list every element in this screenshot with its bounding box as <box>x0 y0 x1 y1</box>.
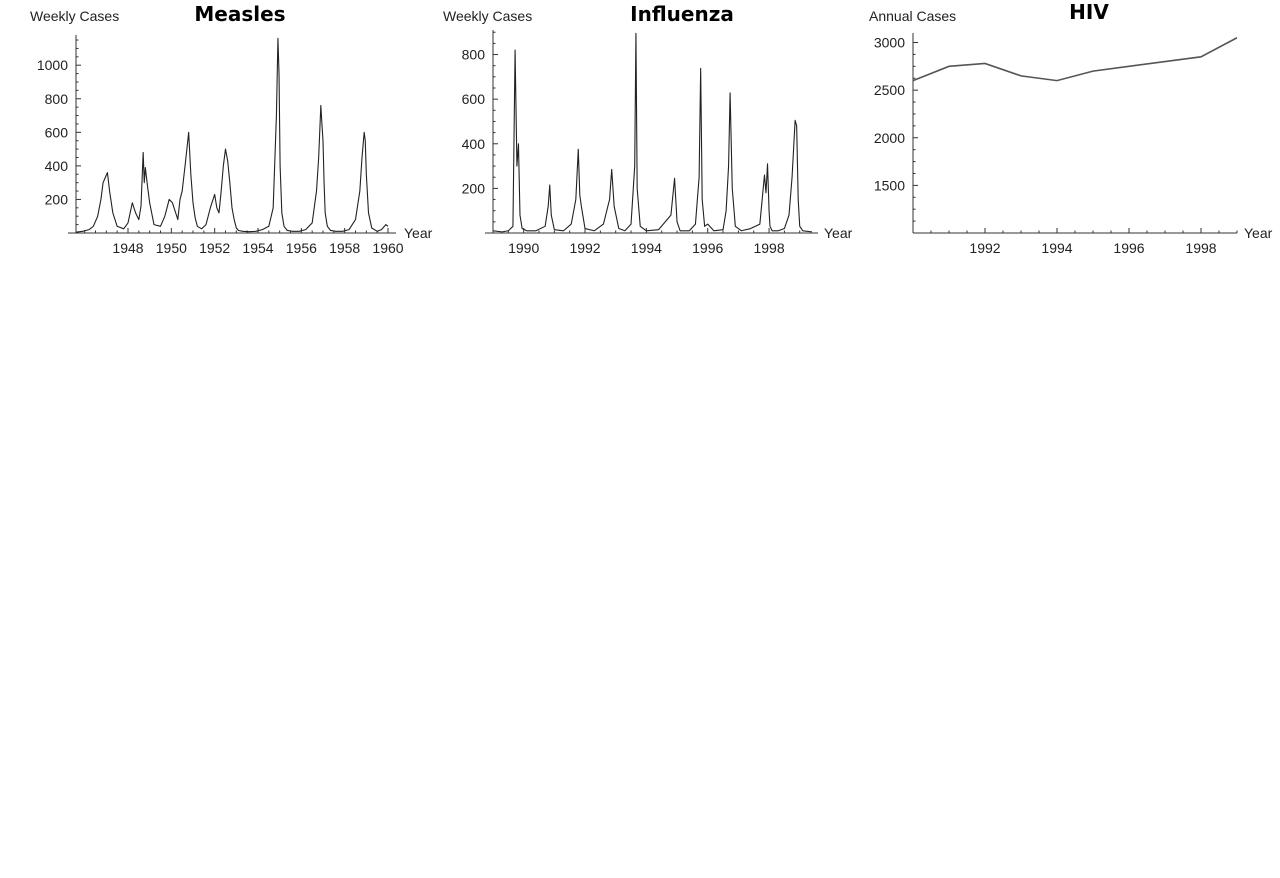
measles-x-tick-label: 1950 <box>156 240 187 256</box>
influenza-y-tick-label: 400 <box>462 136 486 152</box>
hiv-x-axis-label: Year <box>1244 225 1273 241</box>
influenza-x-tick-label: 1996 <box>692 240 723 256</box>
influenza-y-tick-label: 800 <box>462 47 486 63</box>
measles-x-axis-label: Year <box>404 225 433 241</box>
measles-x-tick-label: 1954 <box>242 240 273 256</box>
influenza-title: Influenza <box>630 2 734 26</box>
influenza-x-axis-label: Year <box>824 225 853 241</box>
influenza-series-line <box>492 32 813 233</box>
hiv-chart: HIV Annual Cases Year 1992 1994 1996 1998 15… <box>869 0 1273 256</box>
measles-y-tick-label: 400 <box>45 158 69 174</box>
measles-x-tick-label: 1958 <box>329 240 360 256</box>
measles-y-tick-label: 800 <box>45 91 69 107</box>
influenza-data-points <box>492 33 812 233</box>
hiv-title: HIV <box>1069 0 1109 24</box>
hiv-x-tick-label: 1998 <box>1185 240 1216 256</box>
influenza-chart: Influenza Weekly Cases Year 1990 1992 1994… <box>443 2 853 256</box>
measles-x-tick-label: 1960 <box>372 240 403 256</box>
measles-y-tick-label: 1000 <box>37 57 68 73</box>
measles-ticks: 1948 1950 1952 1954 1956 1958 1960 200 400 600 800… <box>37 39 404 256</box>
measles-y-tick-label: 600 <box>45 124 69 140</box>
hiv-y-tick-label: 2500 <box>874 82 905 98</box>
influenza-y-tick-label: 600 <box>462 91 486 107</box>
hiv-y-tick-label: 1500 <box>874 177 905 193</box>
measles-x-tick-label: 1952 <box>199 240 230 256</box>
influenza-x-tick-label: 1992 <box>569 240 600 256</box>
influenza-y-axis-label: Weekly Cases <box>443 8 532 24</box>
hiv-x-tick-label: 1992 <box>969 240 1000 256</box>
hiv-y-tick-label: 3000 <box>874 35 905 51</box>
measles-title: Measles <box>194 2 285 26</box>
measles-chart: Measles Weekly Cases Year 1948 1950 1952 19… <box>30 2 433 256</box>
influenza-ticks: 1990 1992 1994 1996 1998 200 400 600 800 <box>462 31 801 256</box>
hiv-y-axis-label: Annual Cases <box>869 8 956 24</box>
measles-x-tick-label: 1948 <box>112 240 143 256</box>
influenza-x-tick-label: 1990 <box>508 240 539 256</box>
hiv-x-tick-label: 1996 <box>1113 240 1144 256</box>
hiv-ticks: 1992 1994 1996 1998 1500 2000 2500 3000 <box>874 35 1238 256</box>
measles-series-line <box>75 37 389 233</box>
hiv-series-line <box>912 37 1238 82</box>
influenza-y-tick-label: 200 <box>462 180 486 196</box>
hiv-y-tick-label: 2000 <box>874 130 905 146</box>
influenza-x-tick-label: 1998 <box>753 240 784 256</box>
influenza-x-tick-label: 1994 <box>631 240 662 256</box>
hiv-x-tick-label: 1994 <box>1041 240 1072 256</box>
measles-y-axis-label: Weekly Cases <box>30 8 119 24</box>
measles-y-tick-label: 200 <box>45 191 69 207</box>
measles-x-tick-label: 1956 <box>286 240 317 256</box>
